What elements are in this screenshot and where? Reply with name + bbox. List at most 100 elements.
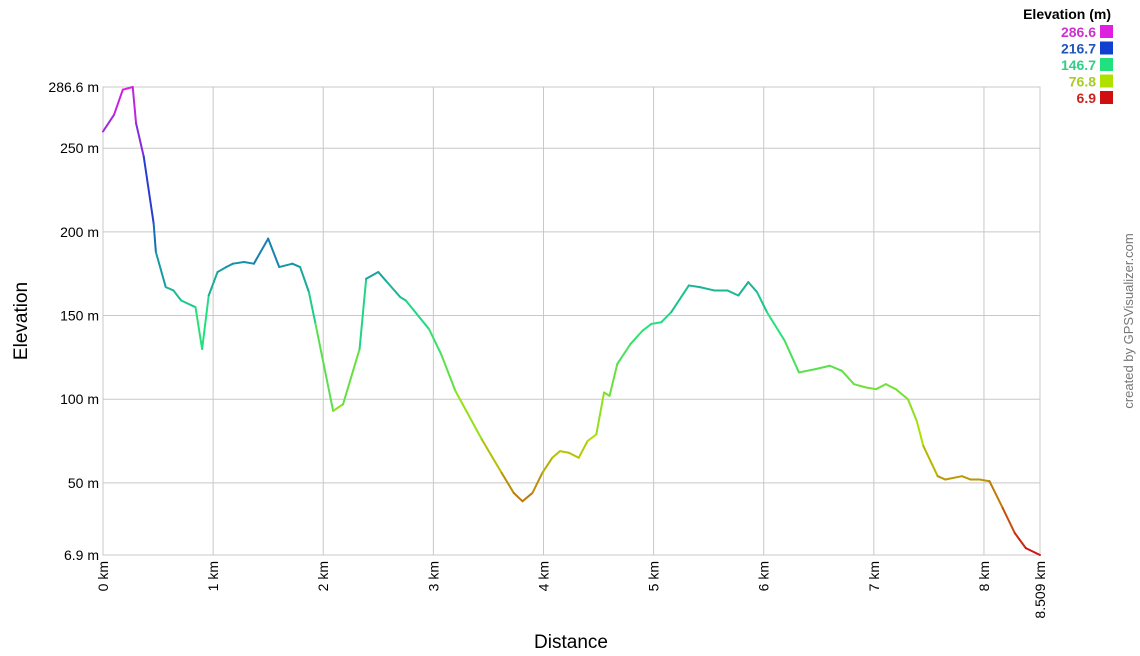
x-tick-labels: 0 km 1 km 2 km 3 km 4 km 5 km 6 km 7 km 8 km 8.50…	[95, 561, 1048, 619]
elevation-line-segment	[616, 343, 632, 366]
elevation-line-segment	[558, 450, 570, 454]
elevation-line-segment	[828, 364, 843, 372]
elevation-line-segment	[531, 471, 544, 494]
elevation-line-segment	[1001, 506, 1016, 535]
credit-text: created by GPSVisualizer.com	[1121, 233, 1136, 408]
elevation-line-segment	[944, 475, 963, 481]
elevation-line-segment	[500, 471, 515, 494]
elevation-line-segment	[216, 266, 228, 274]
x-tick-label: 3 km	[425, 561, 441, 591]
elevation-line-segment	[577, 440, 589, 459]
elevation-line-segment	[875, 383, 887, 391]
elevation-line-segment	[427, 327, 443, 356]
elevation-line-segment	[1013, 532, 1027, 550]
elevation-line-segment	[231, 261, 245, 265]
elevation-line-segment	[386, 281, 402, 299]
elevation-line-segment	[865, 386, 878, 391]
elevation-line-segment	[121, 86, 134, 91]
elevation-line-segment	[960, 475, 972, 481]
elevation-line-segment	[299, 266, 310, 294]
x-tick-label: 0 km	[95, 561, 111, 591]
elevation-line-segment	[783, 339, 800, 374]
elevation-line-segment	[225, 262, 234, 269]
elevation-line-segment	[586, 433, 598, 443]
elevation-line-segment	[988, 480, 1004, 509]
elevation-line-segment	[629, 329, 644, 346]
x-tick-label: 1 km	[205, 561, 221, 591]
x-tick-label: 7 km	[866, 561, 882, 591]
elevation-line-segment	[521, 491, 534, 503]
elevation-line-segment	[922, 445, 939, 478]
elevation-line-segment	[978, 478, 991, 483]
legend-swatch	[1100, 91, 1113, 104]
elevation-line-segment	[113, 88, 124, 116]
elevation-line-segment	[102, 113, 116, 133]
elevation-line-segment	[797, 368, 817, 374]
elevation-line-segment	[512, 491, 524, 503]
elevation-line-segment	[936, 475, 947, 481]
elevation-line-segment	[454, 389, 483, 441]
y-tick-label: 286.6 m	[48, 79, 99, 95]
y-tick-label: 250 m	[60, 140, 99, 156]
elevation-line-segment	[726, 289, 740, 297]
elevation-line-segment	[884, 383, 897, 391]
legend-swatch	[1100, 25, 1113, 38]
elevation-line-segment	[399, 296, 407, 302]
elevation-line-segment	[650, 321, 663, 325]
elevation-line-segment	[152, 222, 157, 253]
elevation-line-segment	[853, 383, 868, 389]
elevation-line-segment	[814, 364, 831, 371]
elevation-line-segment	[766, 311, 786, 342]
legend-value: 6.9	[1077, 90, 1097, 106]
elevation-line-segment	[194, 306, 204, 351]
elevation-line-segment	[698, 286, 716, 292]
grid-lines	[102, 86, 1041, 556]
x-tick-label: 6 km	[756, 561, 772, 591]
elevation-line-segment	[906, 398, 918, 422]
elevation-line-segment	[180, 299, 197, 309]
elevation-line-segment	[291, 262, 302, 269]
elevation-line-segment	[915, 419, 925, 448]
y-tick-label: 6.9 m	[64, 547, 99, 563]
x-tick-label: 5 km	[646, 561, 662, 591]
elevation-line-segment	[541, 456, 554, 474]
y-tick-label: 100 m	[60, 391, 99, 407]
legend-swatch	[1100, 74, 1113, 88]
elevation-line-segment	[365, 271, 380, 280]
elevation-line-segment	[641, 322, 653, 332]
plot-area	[102, 86, 1041, 556]
elevation-line-segment	[358, 277, 368, 351]
legend-swatch	[1100, 58, 1113, 71]
elevation-line-segment	[172, 289, 183, 302]
elevation-line-segment	[608, 363, 619, 397]
legend-swatch	[1100, 41, 1113, 55]
elevation-line-segment	[756, 291, 769, 314]
legend-value: 76.8	[1069, 74, 1096, 90]
elevation-line-segment	[737, 281, 750, 297]
elevation-line-segment	[135, 122, 145, 158]
elevation-line-segment	[342, 348, 361, 406]
x-tick-label: 8 km	[976, 561, 992, 591]
elevation-line-segment	[332, 403, 345, 412]
y-tick-label: 200 m	[60, 224, 99, 240]
elevation-line-segment	[131, 86, 138, 125]
legend-value: 216.7	[1061, 41, 1096, 57]
x-axis-title: Distance	[534, 632, 608, 653]
elevation-line-segment	[440, 353, 457, 392]
elevation-line-segment	[660, 311, 673, 324]
elevation-line-segment	[377, 271, 389, 284]
elevation-line-segment	[314, 322, 335, 412]
elevation-line-segment	[840, 369, 856, 386]
elevation-line-segment	[894, 388, 909, 401]
x-tick-label: 8.509 km	[1032, 561, 1048, 619]
y-tick-labels: 6.9 m 50 m 100 m 150 m 200 m 250 m 286.6 m	[48, 79, 99, 563]
elevation-line-segment	[747, 281, 759, 294]
y-tick-label: 150 m	[60, 308, 99, 324]
legend-value: 146.7	[1061, 57, 1096, 73]
legend-value: 286.6	[1061, 24, 1096, 40]
elevation-line-segment	[595, 391, 606, 436]
elevation-line-segment	[278, 262, 294, 269]
elevation-line-segment	[307, 291, 317, 325]
y-tick-label: 50 m	[68, 475, 99, 491]
